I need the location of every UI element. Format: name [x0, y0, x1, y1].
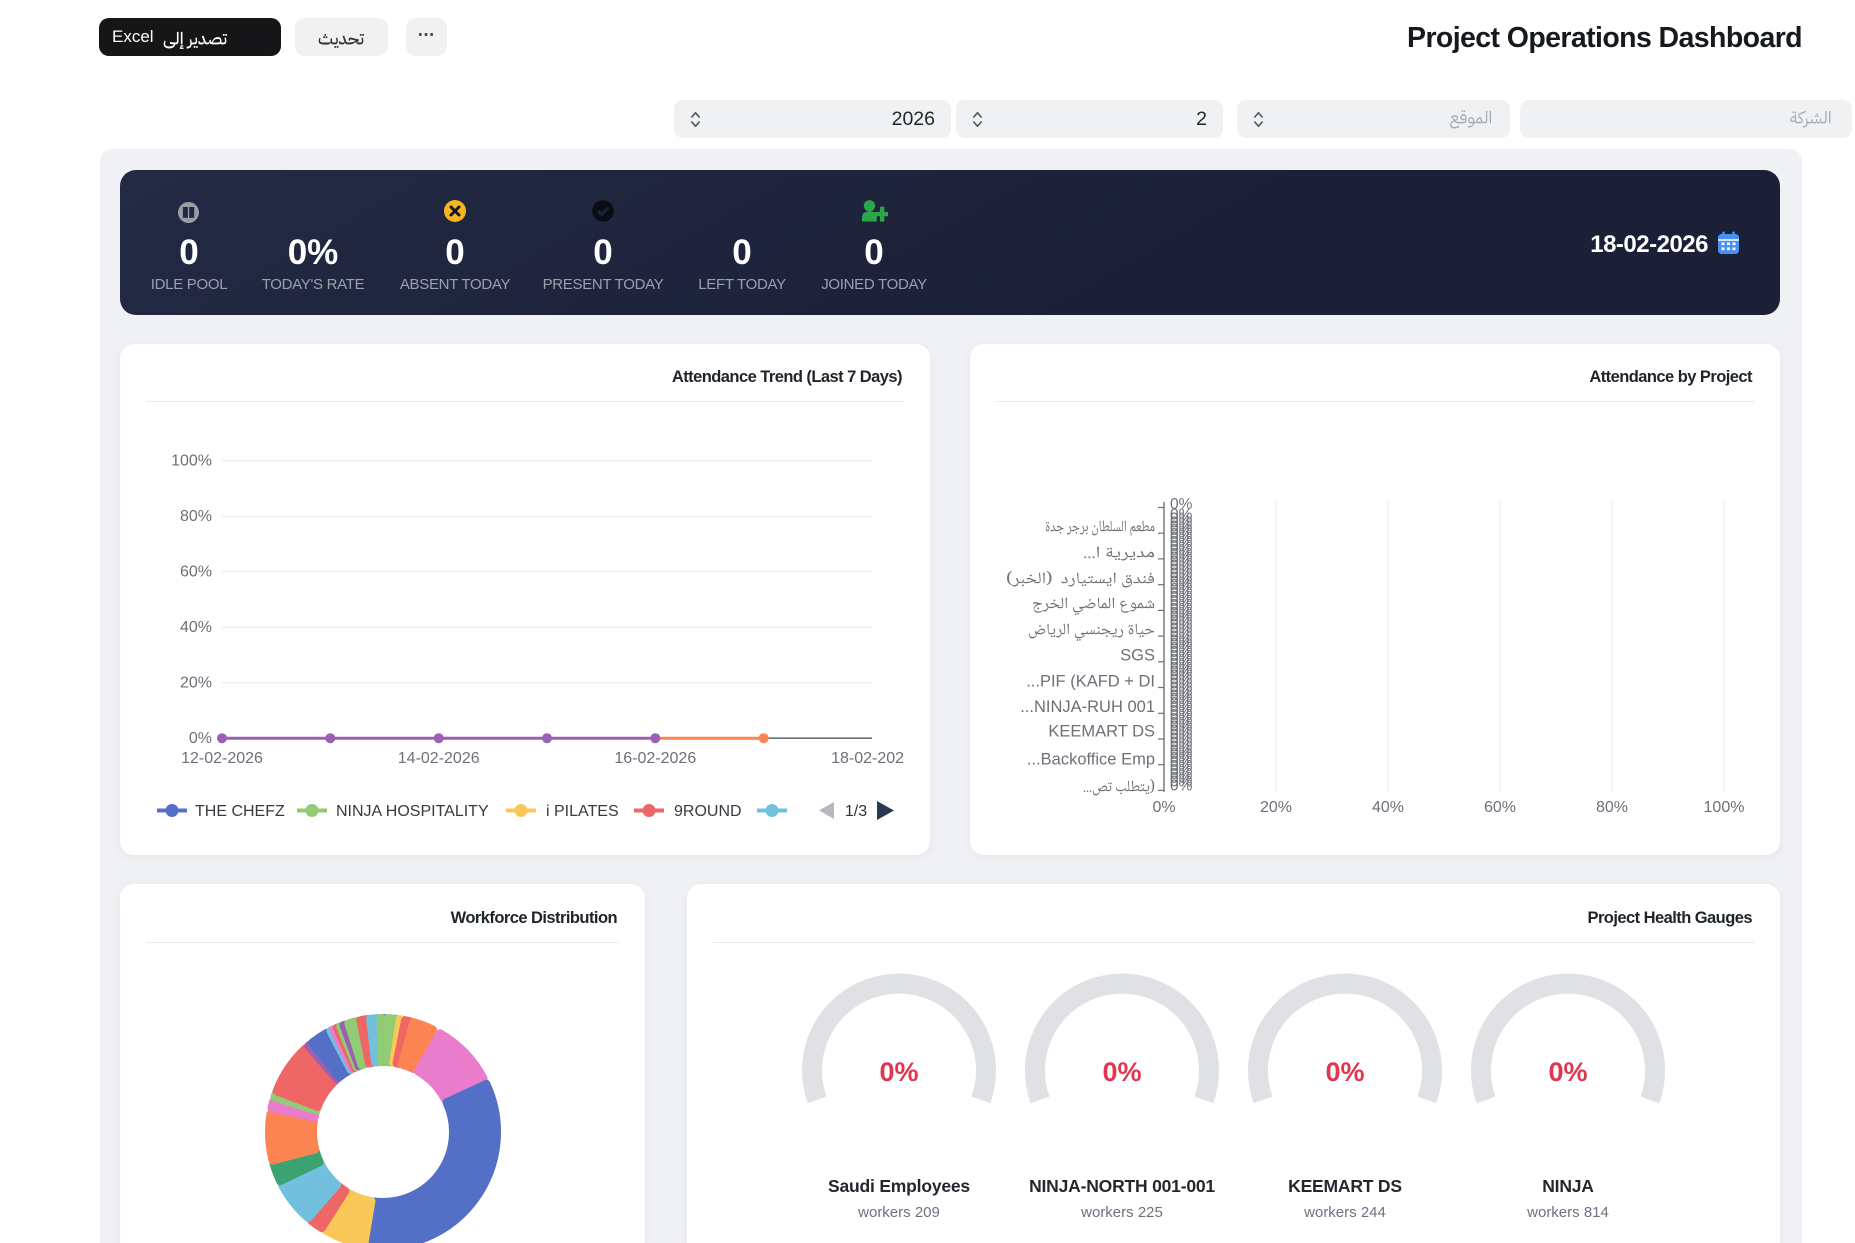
svg-text:0%: 0%: [1170, 624, 1193, 641]
svg-text:0%: 0%: [1170, 738, 1193, 755]
svg-text:0%: 0%: [1170, 640, 1193, 657]
svg-text:0%: 0%: [1170, 550, 1193, 567]
svg-text:12-02-2026: 12-02-2026: [181, 750, 263, 767]
svg-text:0%: 0%: [1170, 542, 1193, 559]
svg-text:100%: 100%: [171, 453, 212, 470]
svg-text:100%: 100%: [1704, 799, 1745, 816]
svg-text:0%: 0%: [1170, 609, 1193, 626]
svg-text:0%: 0%: [1170, 562, 1193, 579]
svg-text:0%: 0%: [1170, 664, 1193, 681]
svg-text:0%: 0%: [189, 730, 212, 747]
svg-text:0%: 0%: [1170, 778, 1193, 795]
svg-text:1/3: 1/3: [845, 803, 867, 820]
svg-text:0%: 0%: [1170, 679, 1193, 696]
svg-text:0%: 0%: [1170, 518, 1193, 535]
svg-text:9ROUND: 9ROUND: [674, 803, 742, 820]
svg-text:14-02-2026: 14-02-2026: [398, 750, 480, 767]
svg-text:0%: 0%: [1170, 731, 1193, 748]
svg-text:18-02-2026: 18-02-2026: [831, 750, 904, 767]
svg-text:...NINJA-RUH 001: ...NINJA-RUH 001: [1020, 698, 1155, 716]
svg-text:NINJA HOSPITALITY: NINJA HOSPITALITY: [336, 803, 489, 820]
svg-text:0%: 0%: [1152, 799, 1175, 816]
svg-text:80%: 80%: [180, 508, 212, 525]
svg-text:0%: 0%: [1170, 715, 1193, 732]
svg-text:0%: 0%: [1170, 742, 1193, 759]
svg-text:0%: 0%: [1170, 621, 1193, 638]
svg-text:SGS: SGS: [1120, 647, 1155, 665]
svg-text:16-02-2026: 16-02-2026: [614, 750, 696, 767]
svg-text:0%: 0%: [1170, 601, 1193, 618]
svg-text:0%: 0%: [1170, 676, 1193, 693]
svg-text:40%: 40%: [180, 619, 212, 636]
svg-text:0%: 0%: [1170, 593, 1193, 610]
svg-text:0%: 0%: [1170, 754, 1193, 771]
svg-text:0%: 0%: [1170, 617, 1193, 634]
svg-text:0%: 0%: [1170, 774, 1193, 791]
svg-text:0%: 0%: [1170, 514, 1193, 531]
svg-text:0%: 0%: [1170, 530, 1193, 547]
svg-text:60%: 60%: [1484, 799, 1516, 816]
svg-text:0%: 0%: [1170, 770, 1193, 787]
svg-text:0%: 0%: [1170, 589, 1193, 606]
svg-text:0%: 0%: [1170, 554, 1193, 571]
svg-text:0%: 0%: [1170, 683, 1193, 700]
svg-text:20%: 20%: [1260, 799, 1292, 816]
svg-text:20%: 20%: [180, 675, 212, 692]
svg-text:0%: 0%: [1170, 727, 1193, 744]
svg-text:0%: 0%: [1170, 526, 1193, 543]
svg-text:0%: 0%: [1170, 577, 1193, 594]
svg-text:0%: 0%: [1170, 628, 1193, 645]
svg-text:0%: 0%: [1170, 538, 1193, 555]
svg-text:THE CHEFZ: THE CHEFZ: [195, 803, 285, 820]
svg-text:0%: 0%: [1170, 546, 1193, 563]
svg-text:0%: 0%: [1170, 703, 1193, 720]
svg-text:0%: 0%: [1170, 687, 1193, 704]
svg-text:0%: 0%: [1170, 644, 1193, 661]
svg-text:...Backoffice Emp: ...Backoffice Emp: [1027, 751, 1155, 769]
svg-text:0%: 0%: [1170, 766, 1193, 783]
svg-text:0%: 0%: [1170, 750, 1193, 767]
svg-text:0%: 0%: [1170, 565, 1193, 582]
svg-text:0%: 0%: [1170, 723, 1193, 740]
svg-text:0%: 0%: [1170, 746, 1193, 763]
svg-text:80%: 80%: [1596, 799, 1628, 816]
svg-text:0%: 0%: [1170, 652, 1193, 669]
svg-text:0%: 0%: [1170, 758, 1193, 775]
svg-text:0%: 0%: [1170, 558, 1193, 575]
svg-text:0%: 0%: [1170, 597, 1193, 614]
svg-text:0%: 0%: [1170, 507, 1193, 524]
svg-text:0%: 0%: [1170, 719, 1193, 736]
svg-text:0%: 0%: [1170, 636, 1193, 653]
svg-text:0%: 0%: [1170, 695, 1193, 712]
svg-text:i PILATES: i PILATES: [546, 803, 619, 820]
svg-text:0%: 0%: [1170, 648, 1193, 665]
svg-text:0%: 0%: [1170, 522, 1193, 539]
svg-text:0%: 0%: [1170, 585, 1193, 602]
svg-text:0%: 0%: [1170, 656, 1193, 673]
svg-text:...PIF (KAFD + DI: ...PIF (KAFD + DI: [1026, 673, 1155, 691]
svg-text:0%: 0%: [1170, 613, 1193, 630]
svg-text:0%: 0%: [1170, 581, 1193, 598]
svg-text:0%: 0%: [1170, 510, 1193, 527]
svg-text:0%: 0%: [1170, 496, 1193, 513]
svg-text:0%: 0%: [1170, 605, 1193, 622]
svg-text:0%: 0%: [1170, 672, 1193, 689]
svg-text:0%: 0%: [1170, 762, 1193, 779]
svg-text:0%: 0%: [1170, 569, 1193, 586]
svg-text:0%: 0%: [1170, 660, 1193, 677]
svg-text:0%: 0%: [1170, 707, 1193, 724]
svg-text:0%: 0%: [1170, 734, 1193, 751]
svg-text:0%: 0%: [1170, 668, 1193, 685]
svg-text:KEEMART DS: KEEMART DS: [1048, 723, 1155, 741]
svg-text:60%: 60%: [180, 564, 212, 581]
svg-text:0%: 0%: [1170, 632, 1193, 649]
svg-text:0%: 0%: [1170, 534, 1193, 551]
svg-text:0%: 0%: [1170, 691, 1193, 708]
svg-text:0%: 0%: [1170, 711, 1193, 728]
svg-text:0%: 0%: [1170, 573, 1193, 590]
svg-text:40%: 40%: [1372, 799, 1404, 816]
svg-text:0%: 0%: [1170, 699, 1193, 716]
